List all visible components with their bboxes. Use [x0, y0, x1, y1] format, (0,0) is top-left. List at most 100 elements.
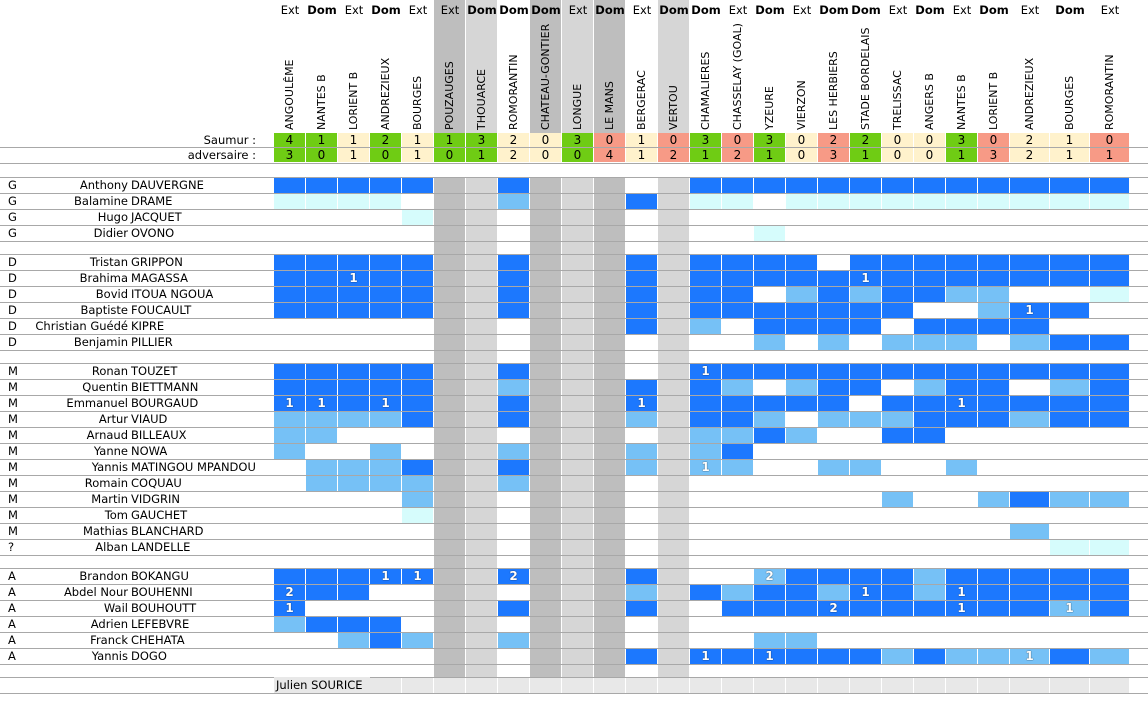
opponent-name[interactable]: LORIENT B [987, 71, 1000, 130]
appearance-cell-starter[interactable] [754, 255, 786, 270]
appearance-cell-starter[interactable] [1090, 585, 1130, 600]
appearance-cell-starter[interactable] [690, 380, 722, 395]
appearance-cell-substitute[interactable] [274, 617, 306, 632]
appearance-cell-starter[interactable] [1050, 412, 1090, 427]
appearance-cell-substitute[interactable] [882, 412, 914, 427]
opponent-name[interactable]: ANDREZIEUX [379, 57, 392, 130]
appearance-cell-starter[interactable] [306, 380, 338, 395]
appearance-cell-bench[interactable] [1090, 194, 1130, 209]
appearance-cell-starter[interactable] [1010, 319, 1050, 334]
appearance-cell-starter[interactable] [978, 319, 1010, 334]
appearance-cell-substitute[interactable] [498, 476, 530, 491]
appearance-cell-starter[interactable] [306, 617, 338, 632]
appearance-cell-starter[interactable] [1010, 255, 1050, 270]
appearance-cell-starter[interactable] [786, 255, 818, 270]
appearance-cell-starter[interactable] [498, 287, 530, 302]
appearance-cell-starter[interactable] [498, 364, 530, 379]
appearance-cell-starter[interactable] [818, 649, 850, 664]
appearance-cell-starter[interactable] [1010, 178, 1050, 193]
appearance-cell-starter[interactable] [1090, 380, 1130, 395]
appearance-cell-bench[interactable] [690, 194, 722, 209]
appearance-cell-substitute[interactable] [626, 444, 658, 459]
appearance-cell-substitute[interactable] [338, 476, 370, 491]
appearance-cell-starter[interactable] [818, 287, 850, 302]
opponent-name[interactable]: LES HERBIERS [827, 51, 840, 130]
appearance-cell-substitute[interactable] [370, 444, 402, 459]
appearance-cell-starter[interactable] [946, 255, 978, 270]
appearance-cell-starter[interactable] [626, 271, 658, 286]
appearance-cell-substitute[interactable] [690, 319, 722, 334]
appearance-cell-starter[interactable] [946, 380, 978, 395]
appearance-cell-starter[interactable] [690, 271, 722, 286]
appearance-cell-starter[interactable] [786, 319, 818, 334]
appearance-cell-substitute[interactable] [690, 444, 722, 459]
appearance-cell-starter[interactable] [338, 569, 370, 584]
appearance-cell-starter[interactable] [690, 396, 722, 411]
appearance-cell-starter[interactable] [1010, 492, 1050, 507]
appearance-cell-starter[interactable] [722, 364, 754, 379]
appearance-cell-substitute[interactable] [1010, 412, 1050, 427]
appearance-cell-starter[interactable] [1010, 364, 1050, 379]
appearance-cell-starter[interactable] [1090, 396, 1130, 411]
appearance-cell-starter[interactable] [690, 303, 722, 318]
appearance-cell-starter[interactable] [818, 271, 850, 286]
appearance-cell-starter[interactable] [914, 319, 946, 334]
appearance-cell-substitute[interactable] [946, 649, 978, 664]
appearance-cell-substitute[interactable] [978, 492, 1010, 507]
appearance-cell-starter[interactable]: 1 [370, 569, 402, 584]
appearance-cell-starter[interactable] [722, 271, 754, 286]
appearance-cell-starter[interactable] [274, 271, 306, 286]
appearance-cell-substitute[interactable] [978, 649, 1010, 664]
appearance-cell-starter[interactable] [370, 287, 402, 302]
appearance-cell-starter[interactable] [850, 178, 882, 193]
appearance-cell-starter[interactable] [754, 271, 786, 286]
appearance-cell-starter[interactable]: 1 [274, 396, 306, 411]
appearance-cell-starter[interactable] [626, 303, 658, 318]
appearance-cell-bench[interactable] [1090, 540, 1130, 555]
appearance-cell-substitute[interactable] [722, 460, 754, 475]
appearance-cell-starter[interactable] [882, 601, 914, 616]
appearance-cell-bench[interactable] [1090, 287, 1130, 302]
appearance-cell-starter[interactable] [626, 649, 658, 664]
appearance-cell-substitute[interactable] [402, 492, 434, 507]
appearance-cell-starter[interactable] [1050, 364, 1090, 379]
appearance-cell-bench[interactable] [946, 194, 978, 209]
appearance-cell-substitute[interactable] [370, 476, 402, 491]
opponent-name[interactable]: TRELISSAC [891, 70, 904, 130]
appearance-cell-substitute[interactable] [818, 412, 850, 427]
appearance-cell-starter[interactable] [882, 255, 914, 270]
opponent-name[interactable]: BERGERAC [635, 70, 648, 130]
opponent-name[interactable]: STADE BORDELAIS [859, 27, 872, 131]
appearance-cell-bench[interactable] [402, 508, 434, 523]
appearance-cell-starter[interactable] [370, 380, 402, 395]
appearance-cell-substitute[interactable] [338, 460, 370, 475]
appearance-cell-starter[interactable] [626, 569, 658, 584]
appearance-cell-starter[interactable] [370, 178, 402, 193]
appearance-cell-substitute[interactable] [754, 412, 786, 427]
appearance-cell-starter[interactable] [338, 585, 370, 600]
appearance-cell-substitute[interactable] [818, 460, 850, 475]
appearance-cell-substitute[interactable] [306, 476, 338, 491]
appearance-cell-starter[interactable] [850, 364, 882, 379]
appearance-cell-bench[interactable] [978, 194, 1010, 209]
appearance-cell-starter[interactable] [1090, 178, 1130, 193]
appearance-cell-starter[interactable] [338, 287, 370, 302]
appearance-cell-starter[interactable] [882, 364, 914, 379]
appearance-cell-substitute[interactable] [498, 633, 530, 648]
appearance-cell-bench[interactable] [1010, 194, 1050, 209]
opponent-name[interactable]: LORIENT B [347, 71, 360, 130]
appearance-cell-starter[interactable] [626, 601, 658, 616]
appearance-cell-starter[interactable]: 2 [498, 569, 530, 584]
appearance-cell-starter[interactable] [722, 649, 754, 664]
appearance-cell-starter[interactable] [338, 255, 370, 270]
appearance-cell-substitute[interactable] [498, 444, 530, 459]
appearance-cell-bench[interactable] [274, 194, 306, 209]
appearance-cell-starter[interactable] [1090, 335, 1130, 350]
appearance-cell-starter[interactable] [882, 428, 914, 443]
appearance-cell-substitute[interactable] [1050, 380, 1090, 395]
appearance-cell-starter[interactable] [626, 194, 658, 209]
appearance-cell-starter[interactable] [1090, 364, 1130, 379]
appearance-cell-starter[interactable] [754, 585, 786, 600]
appearance-cell-starter[interactable] [498, 303, 530, 318]
appearance-cell-starter[interactable] [818, 303, 850, 318]
